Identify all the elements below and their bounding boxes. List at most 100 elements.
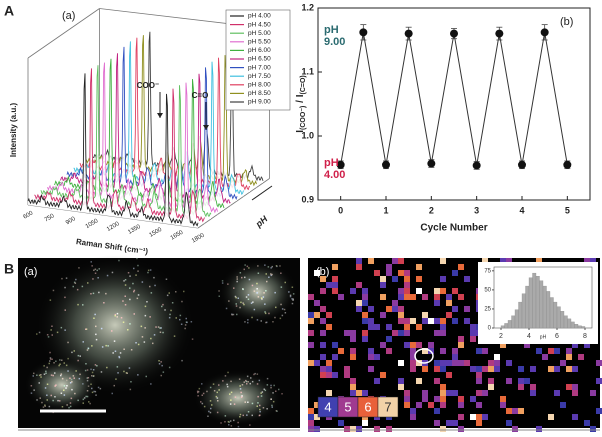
map-pixel: [386, 426, 392, 432]
speckle: [116, 312, 119, 315]
speckle: [63, 389, 65, 391]
map-pixel: [362, 300, 368, 306]
speckle: [127, 329, 129, 331]
speckle: [48, 362, 50, 365]
speckle: [200, 401, 202, 403]
map-pixel: [380, 282, 386, 288]
speckle: [185, 317, 187, 320]
panel-label: B: [4, 261, 14, 277]
speckle: [71, 388, 73, 391]
legend-label: pH 7.00: [248, 64, 271, 71]
map-pixel: [416, 288, 422, 294]
map-pixel: [566, 384, 572, 390]
map-pixel: [314, 426, 320, 432]
speckle: [85, 328, 87, 330]
speckle: [239, 306, 241, 309]
map-pixel: [554, 390, 560, 396]
speckle: [129, 388, 132, 391]
speckle: [168, 292, 170, 294]
speckle: [284, 281, 286, 284]
histogram-bar: [577, 325, 582, 329]
map-pixel: [398, 330, 404, 336]
map-pixel: [386, 348, 392, 354]
map-pixel: [506, 360, 512, 366]
speckle: [173, 335, 176, 337]
speckle: [43, 373, 46, 375]
map-pixel: [308, 294, 314, 300]
speckle: [125, 372, 128, 374]
speckle: [272, 400, 275, 403]
panel-label: A: [4, 3, 14, 19]
speckle: [224, 421, 226, 423]
speckle: [137, 264, 139, 267]
speckle: [228, 424, 230, 426]
speckle: [137, 294, 140, 296]
speckle: [94, 364, 97, 366]
map-pixel: [596, 408, 602, 414]
map-pixel: [404, 390, 410, 396]
histogram-bar: [525, 285, 530, 329]
legend-label: pH 5.00: [248, 30, 271, 37]
map-pixel: [356, 426, 362, 432]
map-pixel: [404, 288, 410, 294]
x-tick-label: 6: [555, 333, 559, 340]
speckle: [243, 268, 245, 271]
speckle: [128, 367, 131, 369]
map-pixel: [380, 276, 386, 282]
map-pixel: [560, 402, 566, 408]
map-pixel: [440, 384, 446, 390]
speckle: [64, 309, 66, 311]
speckle: [89, 402, 91, 405]
speckle: [271, 406, 273, 408]
speckle: [272, 321, 274, 323]
map-pixel: [440, 288, 446, 294]
speckle: [69, 377, 71, 379]
speckle: [264, 303, 266, 305]
scale-label: 4: [324, 399, 331, 414]
speckle: [253, 373, 255, 376]
speckle: [118, 355, 120, 358]
map-pixel: [488, 360, 494, 366]
speckle: [268, 312, 270, 315]
y-axis-label-part: I: [295, 130, 306, 133]
scale-label: 7: [384, 399, 391, 414]
speckle: [67, 370, 69, 372]
y-tick-label: 50: [484, 287, 491, 293]
speckle: [75, 278, 77, 281]
speckle: [44, 387, 47, 389]
speckle: [231, 313, 233, 315]
speckle: [289, 294, 292, 297]
histogram-bar: [539, 280, 544, 329]
histogram-bar: [581, 326, 586, 329]
speckle: [82, 341, 84, 343]
speckle: [63, 362, 65, 364]
y-tick-label: 75: [484, 268, 491, 274]
map-pixel: [398, 306, 404, 312]
map-pixel: [404, 282, 410, 288]
speckle: [239, 416, 241, 418]
speckle: [270, 274, 272, 277]
speckle: [228, 421, 230, 423]
speckle: [159, 331, 162, 333]
speckle: [263, 292, 265, 294]
map-pixel: [446, 420, 452, 426]
map-pixel: [368, 348, 374, 354]
speckle: [227, 283, 229, 285]
speckle: [191, 338, 194, 340]
speckle: [291, 298, 293, 300]
speckle: [67, 341, 69, 344]
speckle: [133, 313, 135, 315]
map-pixel: [512, 426, 518, 432]
speckle: [91, 387, 93, 390]
speckle: [49, 351, 51, 354]
speckle: [43, 365, 45, 367]
speckle: [86, 395, 89, 398]
histogram-bar: [507, 320, 512, 329]
map-pixel: [446, 360, 452, 366]
speckle: [130, 349, 133, 351]
map-pixel: [410, 414, 416, 420]
glow: [218, 260, 298, 324]
speckle: [100, 371, 103, 373]
speckle: [253, 290, 256, 292]
map-pixel: [350, 426, 356, 432]
